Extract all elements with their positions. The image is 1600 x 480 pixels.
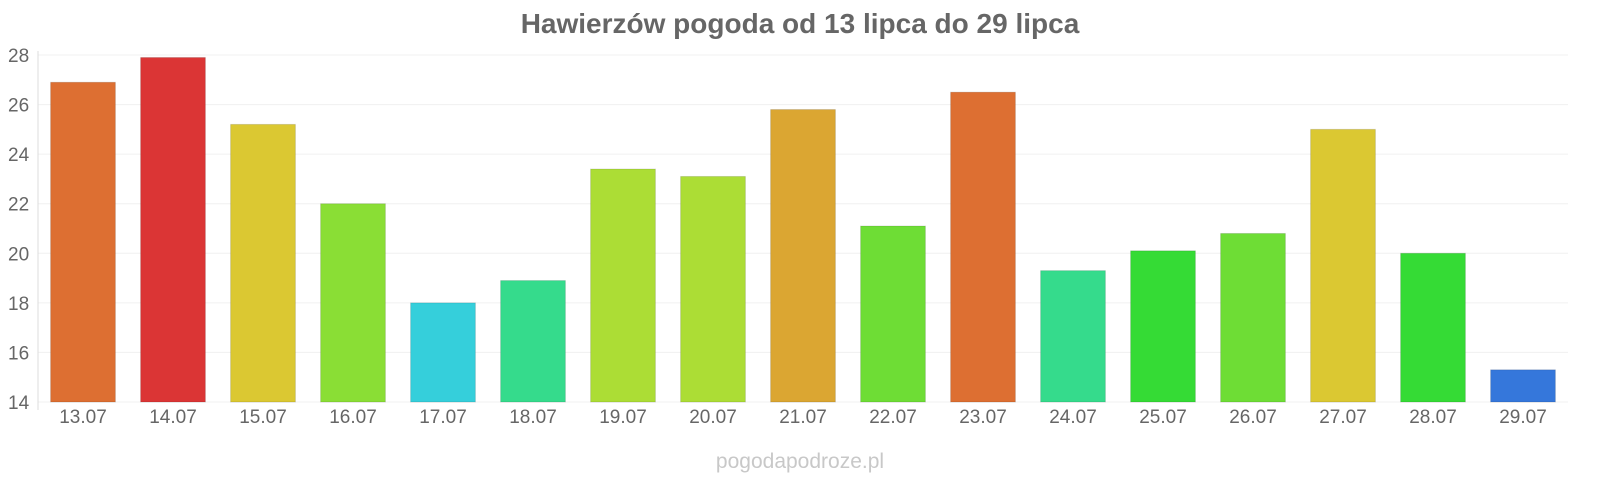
y-tick-label: 20: [8, 244, 29, 265]
bar-18.07: [500, 280, 566, 403]
x-tick-label: 25.07: [1139, 407, 1187, 428]
x-tick-label: 26.07: [1229, 407, 1277, 428]
bar-21.07: [770, 109, 836, 403]
x-tick-label: 23.07: [959, 407, 1007, 428]
bar-19.07: [590, 168, 656, 403]
bar-27.07: [1310, 128, 1376, 403]
y-tick-label: 26: [8, 96, 29, 117]
x-tick-label: 19.07: [599, 407, 647, 428]
y-tick-label: 28: [8, 46, 29, 67]
x-tick-label: 13.07: [59, 407, 107, 428]
y-tick-labels: 14 16 18 20 22 24 26 28: [8, 46, 30, 414]
bar-23.07: [950, 91, 1016, 403]
bar-24.07: [1040, 270, 1106, 403]
chart-title: Hawierzów pogoda od 13 lipca do 29 lipca: [520, 8, 1080, 39]
x-tick-label: 24.07: [1049, 407, 1097, 428]
y-tick-label: 14: [8, 393, 30, 414]
bar-15.07: [230, 123, 296, 403]
x-tick-label: 16.07: [329, 407, 377, 428]
bar-25.07: [1130, 250, 1196, 403]
y-tick-label: 18: [8, 294, 29, 315]
bars: [50, 56, 1556, 403]
bar-28.07: [1400, 252, 1466, 403]
y-tick-label: 24: [8, 145, 30, 166]
source-watermark: pogodapodroze.pl: [715, 450, 885, 473]
x-tick-labels: 13.07 14.07 15.07 16.07 17.07 18.07 19.07 20.07…: [59, 407, 1547, 428]
y-tick-label: 22: [8, 195, 29, 216]
bar-29.07: [1490, 369, 1556, 403]
y-tick-label: 16: [8, 343, 29, 364]
x-tick-label: 21.07: [779, 407, 827, 428]
x-tick-label: 29.07: [1499, 407, 1547, 428]
bar-20.07: [680, 175, 746, 403]
x-tick-label: 17.07: [419, 407, 467, 428]
bar-22.07: [860, 225, 926, 403]
bar-14.07: [140, 56, 206, 403]
x-tick-label: 20.07: [689, 407, 737, 428]
x-tick-label: 14.07: [149, 407, 197, 428]
bar-16.07: [320, 203, 386, 403]
x-tick-label: 27.07: [1319, 407, 1367, 428]
x-tick-label: 28.07: [1409, 407, 1457, 428]
x-tick-label: 15.07: [239, 407, 287, 428]
x-tick-label: 22.07: [869, 407, 917, 428]
bar-26.07: [1220, 232, 1286, 403]
bar-17.07: [410, 302, 476, 403]
x-tick-label: 18.07: [509, 407, 557, 428]
bar-13.07: [50, 81, 116, 403]
